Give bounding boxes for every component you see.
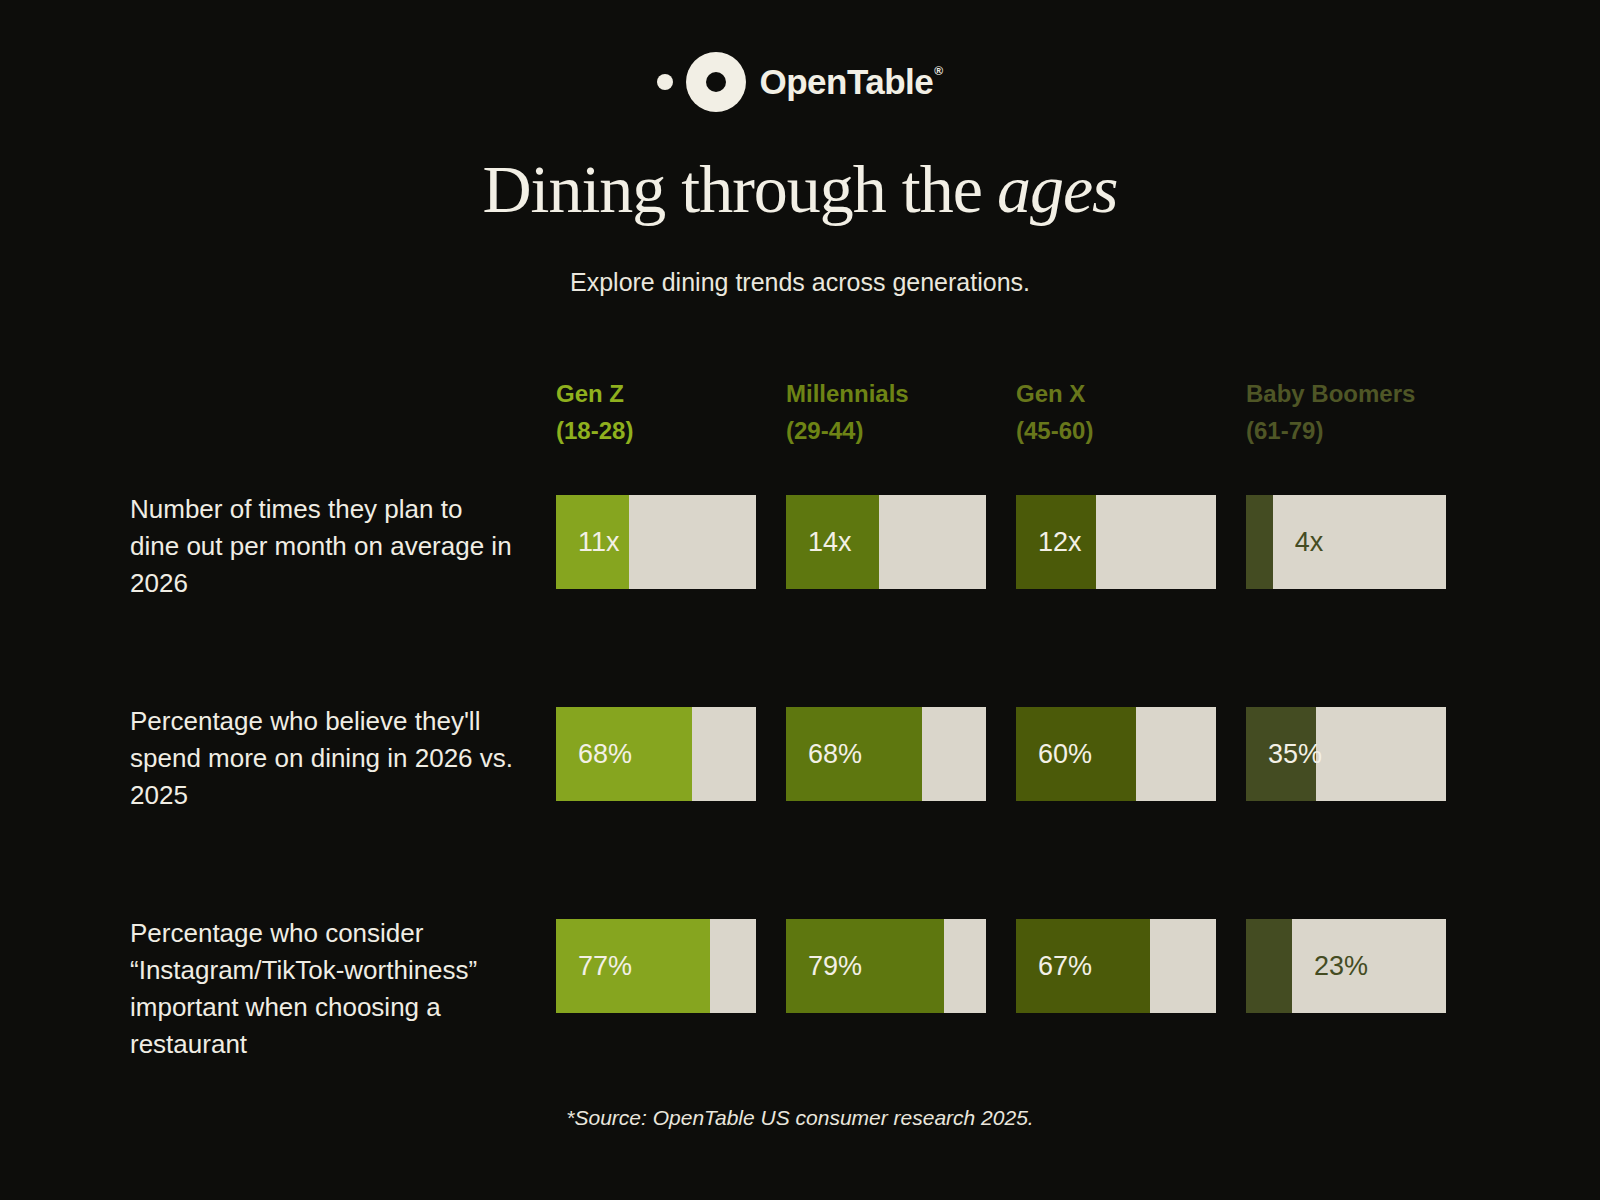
- column-header-gen-x: Gen X(45-60): [1016, 375, 1216, 449]
- row-label: Percentage who consider “Instagram/TikTo…: [130, 915, 526, 1063]
- generation-name: Gen Z: [556, 375, 756, 412]
- bar-value: 12x: [1038, 527, 1082, 558]
- bar: 67%: [1016, 919, 1216, 1013]
- bar: 68%: [786, 707, 986, 801]
- bar-value: 11x: [578, 527, 620, 558]
- generation-chart: Gen Z(18-28) Millennials(29-44) Gen X(45-6…: [130, 375, 1446, 1063]
- bar-value: 14x: [808, 527, 852, 558]
- bar-value: 77%: [578, 951, 632, 982]
- logo-dot-icon: [657, 74, 673, 90]
- metric-row: Percentage who believe they'll spend mor…: [130, 707, 1446, 814]
- logo-text: OpenTable: [759, 62, 933, 102]
- bar: 23%: [1246, 919, 1446, 1013]
- title-italic: ages: [997, 151, 1118, 227]
- bar: 11x: [556, 495, 756, 589]
- bar: 12x: [1016, 495, 1216, 589]
- bar: 60%: [1016, 707, 1216, 801]
- bar: 77%: [556, 919, 756, 1013]
- opentable-logo: OpenTable®: [0, 52, 1600, 112]
- metric-row: Number of times they plan to dine out pe…: [130, 495, 1446, 602]
- bar-value: 4x: [1295, 527, 1324, 558]
- generation-age-range: (45-60): [1016, 412, 1216, 449]
- chart-rows: Number of times they plan to dine out pe…: [130, 495, 1446, 1063]
- generation-name: Gen X: [1016, 375, 1216, 412]
- infographic-canvas: OpenTable® Dining through theages Explor…: [0, 0, 1600, 1200]
- row-label: Percentage who believe they'll spend mor…: [130, 703, 526, 814]
- registered-mark: ®: [934, 64, 942, 78]
- column-header-baby-boomers: Baby Boomers(61-79): [1246, 375, 1446, 449]
- row-label: Number of times they plan to dine out pe…: [130, 491, 526, 602]
- column-header-millennials: Millennials(29-44): [786, 375, 986, 449]
- bar-value: 35%: [1268, 739, 1322, 770]
- column-header-gen-z: Gen Z(18-28): [556, 375, 756, 449]
- page-subtitle: Explore dining trends across generations…: [0, 268, 1600, 297]
- bar-value: 68%: [808, 739, 862, 770]
- generation-age-range: (61-79): [1246, 412, 1446, 449]
- bar-fill: [1246, 919, 1292, 1013]
- generation-age-range: (18-28): [556, 412, 756, 449]
- bar: 4x: [1246, 495, 1446, 589]
- bar-value: 68%: [578, 739, 632, 770]
- bar-value: 60%: [1038, 739, 1092, 770]
- logo-wordmark: OpenTable®: [759, 62, 942, 102]
- bar: 79%: [786, 919, 986, 1013]
- generation-name: Millennials: [786, 375, 986, 412]
- logo-ring-icon: [686, 52, 746, 112]
- source-note: *Source: OpenTable US consumer research …: [0, 1106, 1600, 1130]
- bar: 14x: [786, 495, 986, 589]
- page-title: Dining through theages: [0, 152, 1600, 227]
- generation-age-range: (29-44): [786, 412, 986, 449]
- metric-row: Percentage who consider “Instagram/TikTo…: [130, 919, 1446, 1063]
- generation-name: Baby Boomers: [1246, 375, 1446, 412]
- bar-fill: [1246, 495, 1273, 589]
- bar: 35%: [1246, 707, 1446, 801]
- column-headers: Gen Z(18-28) Millennials(29-44) Gen X(45-6…: [130, 375, 1446, 449]
- bar-value: 23%: [1314, 951, 1368, 982]
- bar-value: 67%: [1038, 951, 1092, 982]
- logo-ring-hole: [706, 72, 726, 92]
- title-main: Dining through the: [482, 151, 982, 227]
- bar: 68%: [556, 707, 756, 801]
- bar-value: 79%: [808, 951, 862, 982]
